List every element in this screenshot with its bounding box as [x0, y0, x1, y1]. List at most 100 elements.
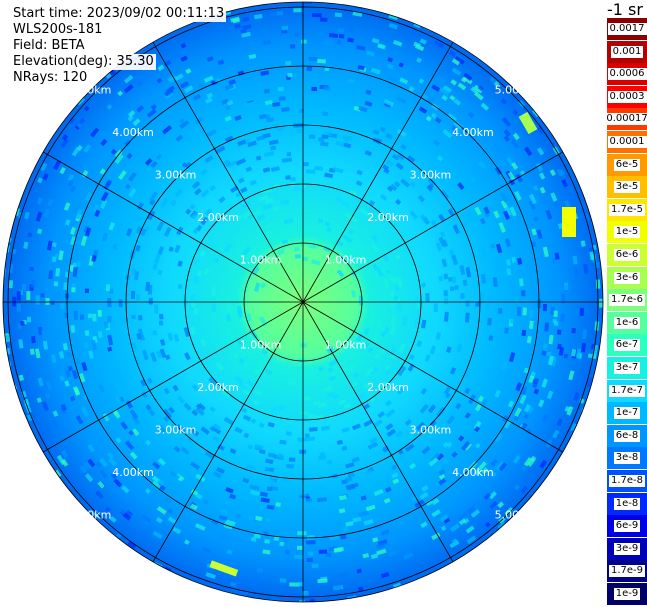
beta-cell	[211, 303, 217, 313]
beta-cell	[271, 406, 278, 412]
beta-cell	[452, 224, 461, 235]
beta-cell	[209, 184, 216, 192]
beta-cell	[43, 208, 50, 218]
beta-cell	[363, 419, 373, 427]
beta-cell	[125, 183, 131, 190]
beta-cell	[311, 86, 318, 92]
beta-cell	[336, 39, 342, 45]
beta-cell	[425, 115, 432, 122]
beta-cell	[189, 204, 196, 210]
beta-cell	[489, 76, 496, 84]
beta-cell	[398, 342, 406, 354]
beta-cell	[443, 517, 451, 524]
beta-cell	[144, 488, 151, 494]
field-name: Field: BETA	[11, 38, 87, 54]
beta-cell	[241, 31, 251, 38]
beta-cell	[224, 136, 232, 143]
beta-cell	[276, 126, 284, 132]
colorbar-level: 0.0006	[607, 63, 647, 86]
beta-cell	[529, 193, 537, 205]
beta-cell	[223, 416, 234, 426]
range-ring-label: 4.00km	[452, 466, 494, 479]
beta-cell	[542, 246, 549, 258]
beta-cell	[309, 427, 318, 432]
beta-cell	[64, 312, 69, 319]
aerosol-patch	[562, 207, 576, 237]
colorbar-level-label: 6e-6	[613, 249, 641, 261]
beta-cell	[392, 39, 403, 47]
beta-cell	[337, 28, 345, 33]
beta-cell	[451, 67, 462, 76]
beta-cell	[477, 84, 485, 92]
beta-cell	[351, 423, 361, 431]
beta-cell	[356, 169, 363, 176]
beta-cell	[572, 255, 578, 265]
beta-cell	[296, 531, 307, 536]
beta-cell	[266, 117, 274, 123]
beta-cell	[128, 214, 135, 221]
beta-cell	[67, 119, 76, 130]
beta-cell	[473, 426, 480, 433]
beta-cell	[447, 208, 455, 217]
beta-cell	[571, 327, 576, 334]
colorbar-level: 3e-9	[607, 537, 647, 560]
beta-cell	[419, 491, 429, 500]
beta-cell	[379, 193, 388, 201]
beta-cell	[434, 117, 442, 124]
beta-cell	[245, 464, 256, 471]
beta-cell	[42, 340, 49, 350]
beta-cell	[253, 399, 261, 406]
beta-cell	[554, 252, 560, 260]
beta-cell	[510, 318, 515, 324]
beta-cell	[293, 8, 302, 13]
beta-cell	[246, 313, 253, 322]
beta-cell	[352, 516, 362, 523]
beta-cell	[125, 400, 134, 409]
beta-cell	[194, 523, 206, 531]
beta-cell	[46, 380, 53, 391]
beta-cell	[470, 382, 479, 394]
colorbar-level: 1.7e-9	[607, 560, 647, 583]
range-ring-label: 5.00km	[495, 508, 537, 521]
beta-cell	[369, 396, 376, 403]
beta-cell	[507, 171, 516, 181]
beta-cell	[535, 162, 544, 172]
colorbar-level-label: 0.001	[610, 45, 644, 58]
beta-cell	[155, 516, 163, 524]
beta-cell	[383, 167, 390, 174]
beta-cell	[392, 478, 400, 485]
beta-cell	[553, 321, 559, 326]
beta-cell	[443, 273, 449, 280]
beta-cell	[253, 389, 263, 397]
beta-cell	[451, 276, 457, 284]
beta-cell	[287, 380, 297, 386]
beta-cell	[213, 77, 222, 84]
beta-cell	[114, 394, 123, 405]
beta-cell	[238, 358, 245, 364]
beta-cell	[146, 108, 157, 118]
beta-cell	[149, 198, 156, 206]
beta-cell	[114, 300, 119, 306]
beta-cell	[27, 232, 33, 238]
beta-cell	[242, 209, 253, 219]
beta-cell	[127, 540, 137, 549]
beta-cell	[326, 226, 332, 233]
beta-cell	[409, 354, 415, 361]
beta-cell	[365, 366, 375, 376]
beta-cell	[467, 111, 475, 119]
beta-cell	[128, 430, 135, 436]
beta-cell	[369, 481, 375, 487]
beta-cell	[168, 406, 176, 414]
beta-cell	[148, 297, 153, 305]
beta-cell	[225, 486, 234, 494]
beta-cell	[224, 115, 232, 122]
beta-cell	[300, 183, 307, 188]
beta-cell	[120, 421, 129, 430]
beta-cell	[108, 457, 118, 467]
beta-cell	[488, 335, 494, 341]
beta-cell	[270, 145, 277, 151]
beta-cell	[109, 515, 117, 523]
beta-cell	[225, 314, 232, 322]
beta-cell	[155, 350, 163, 359]
beta-cell	[56, 290, 62, 299]
